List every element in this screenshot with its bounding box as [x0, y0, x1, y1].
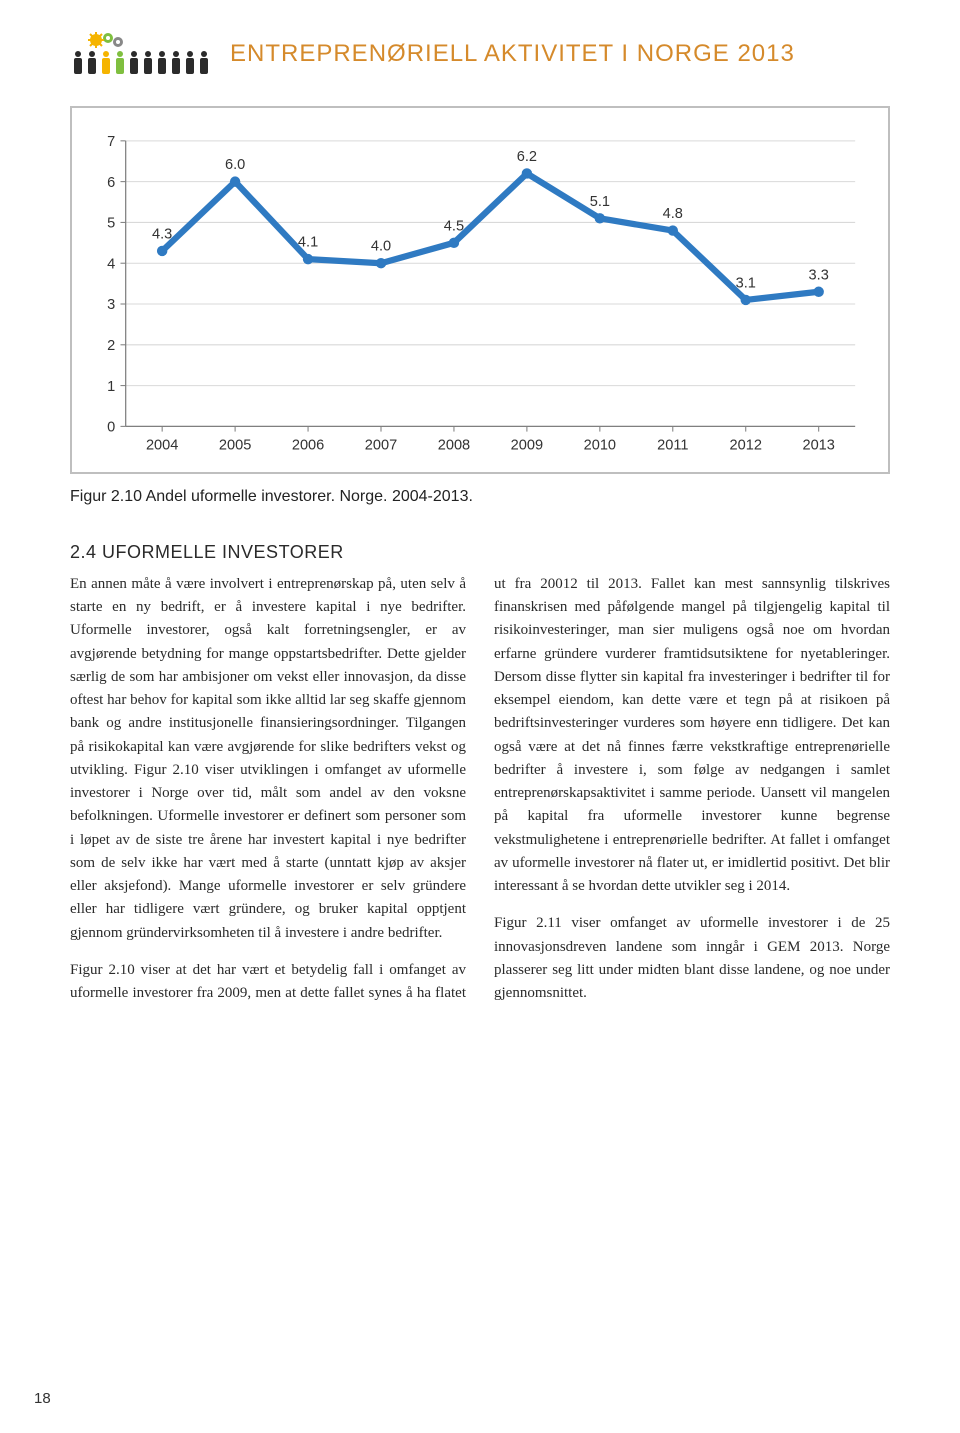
svg-text:6.0: 6.0 — [225, 157, 245, 173]
svg-text:4.8: 4.8 — [663, 206, 683, 222]
svg-text:4: 4 — [107, 256, 115, 272]
svg-text:2012: 2012 — [730, 437, 762, 453]
page-number: 18 — [34, 1390, 51, 1407]
svg-text:4.5: 4.5 — [444, 218, 464, 234]
header-row: ENTREPRENØRIELL AKTIVITET I NORGE 2013 — [70, 30, 890, 78]
svg-text:6.2: 6.2 — [517, 149, 537, 165]
svg-text:5: 5 — [107, 216, 115, 232]
body-columns: En annen måte å være involvert i entrepr… — [70, 573, 890, 1013]
svg-text:2006: 2006 — [292, 437, 324, 453]
svg-text:2008: 2008 — [438, 437, 470, 453]
svg-text:5.1: 5.1 — [590, 194, 610, 210]
line-chart: 0 1 2 3 4 5 6 7 4.3 2004 6.0 2005 4.1 2006 4.0 2007 4.5 2… — [84, 120, 876, 464]
section-heading: 2.4 UFORMELLE INVESTORER — [70, 542, 890, 563]
svg-text:2004: 2004 — [146, 437, 178, 453]
svg-text:2010: 2010 — [584, 437, 616, 453]
page: ENTREPRENØRIELL AKTIVITET I NORGE 2013 0… — [0, 0, 960, 1433]
svg-text:6: 6 — [107, 175, 115, 191]
chart-frame: 0 1 2 3 4 5 6 7 4.3 2004 6.0 2005 4.1 2006 4.0 2007 4.5 2… — [70, 106, 890, 474]
svg-text:2: 2 — [107, 338, 115, 354]
svg-text:3: 3 — [107, 297, 115, 313]
svg-text:4.0: 4.0 — [371, 239, 391, 255]
svg-text:2005: 2005 — [219, 437, 251, 453]
svg-text:2009: 2009 — [511, 437, 543, 453]
people-gears-icon — [70, 30, 210, 78]
svg-text:7: 7 — [107, 134, 115, 150]
svg-text:3.3: 3.3 — [809, 267, 829, 283]
svg-text:4.1: 4.1 — [298, 235, 318, 251]
page-title: ENTREPRENØRIELL AKTIVITET I NORGE 2013 — [230, 40, 795, 68]
svg-text:0: 0 — [107, 420, 115, 436]
svg-text:3.1: 3.1 — [736, 275, 756, 291]
svg-text:2011: 2011 — [657, 437, 688, 453]
svg-text:1: 1 — [107, 379, 115, 395]
svg-text:4.3: 4.3 — [152, 226, 172, 242]
svg-text:2007: 2007 — [365, 437, 397, 453]
body-paragraph: Figur 2.11 viser omfanget av uformelle i… — [494, 912, 890, 1005]
svg-text:2013: 2013 — [802, 437, 834, 453]
body-paragraph: En annen måte å være involvert i entrepr… — [70, 573, 466, 945]
figure-caption: Figur 2.10 Andel uformelle investorer. N… — [70, 488, 890, 506]
